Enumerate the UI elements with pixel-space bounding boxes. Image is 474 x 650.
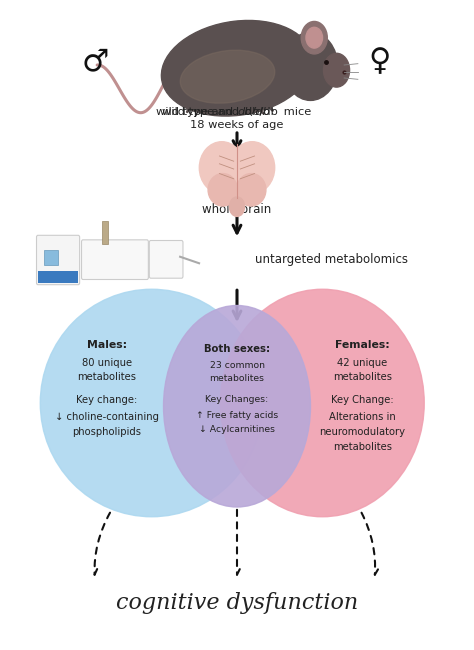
FancyBboxPatch shape — [82, 240, 148, 280]
Text: 23 common: 23 common — [210, 361, 264, 370]
Ellipse shape — [208, 174, 237, 206]
FancyBboxPatch shape — [149, 240, 183, 278]
Text: cognitive dysfunction: cognitive dysfunction — [116, 592, 358, 614]
Text: metabolites: metabolites — [333, 442, 392, 452]
Text: ♀: ♀ — [368, 47, 391, 76]
Text: metabolites: metabolites — [210, 374, 264, 384]
Ellipse shape — [229, 197, 245, 216]
Ellipse shape — [237, 174, 266, 206]
Ellipse shape — [283, 32, 337, 100]
Bar — [102, 221, 108, 244]
Text: Alterations in: Alterations in — [329, 412, 396, 423]
Text: metabolites: metabolites — [77, 372, 136, 382]
Text: untargeted metabolomics: untargeted metabolomics — [255, 254, 408, 266]
Text: Males:: Males: — [87, 339, 127, 350]
Text: 42 unique: 42 unique — [337, 358, 388, 368]
Text: wild type and  db/db  mice: wild type and db/db mice — [163, 107, 311, 116]
Ellipse shape — [306, 27, 322, 48]
Ellipse shape — [161, 20, 313, 116]
FancyBboxPatch shape — [36, 235, 80, 285]
Text: neuromodulatory: neuromodulatory — [319, 427, 406, 437]
Text: ♂: ♂ — [81, 47, 109, 76]
Text: Key change:: Key change: — [76, 395, 137, 405]
Text: Key Change:: Key Change: — [331, 395, 394, 405]
Text: ↑ Free fatty acids: ↑ Free fatty acids — [196, 411, 278, 420]
Ellipse shape — [199, 142, 245, 194]
Text: metabolites: metabolites — [333, 372, 392, 382]
Text: phospholipids: phospholipids — [72, 427, 141, 437]
Ellipse shape — [164, 306, 310, 507]
Text: whole brain: whole brain — [202, 203, 272, 216]
Text: ↓ Acylcarnitines: ↓ Acylcarnitines — [199, 425, 275, 434]
Text: db/db: db/db — [237, 107, 270, 116]
Ellipse shape — [301, 21, 327, 54]
Ellipse shape — [180, 50, 275, 103]
Ellipse shape — [220, 289, 424, 517]
Bar — [44, 250, 58, 265]
Text: 80 unique: 80 unique — [82, 358, 132, 368]
Ellipse shape — [229, 142, 274, 194]
Text: Key Changes:: Key Changes: — [205, 395, 269, 404]
Ellipse shape — [40, 289, 263, 517]
Text: wild type and: wild type and — [156, 107, 237, 116]
Bar — [38, 271, 78, 283]
Text: Females:: Females: — [335, 339, 390, 350]
Text: Both sexes:: Both sexes: — [204, 344, 270, 354]
Text: 18 weeks of age: 18 weeks of age — [191, 120, 283, 130]
Text: ↓ choline-containing: ↓ choline-containing — [55, 412, 159, 423]
Ellipse shape — [323, 53, 349, 87]
